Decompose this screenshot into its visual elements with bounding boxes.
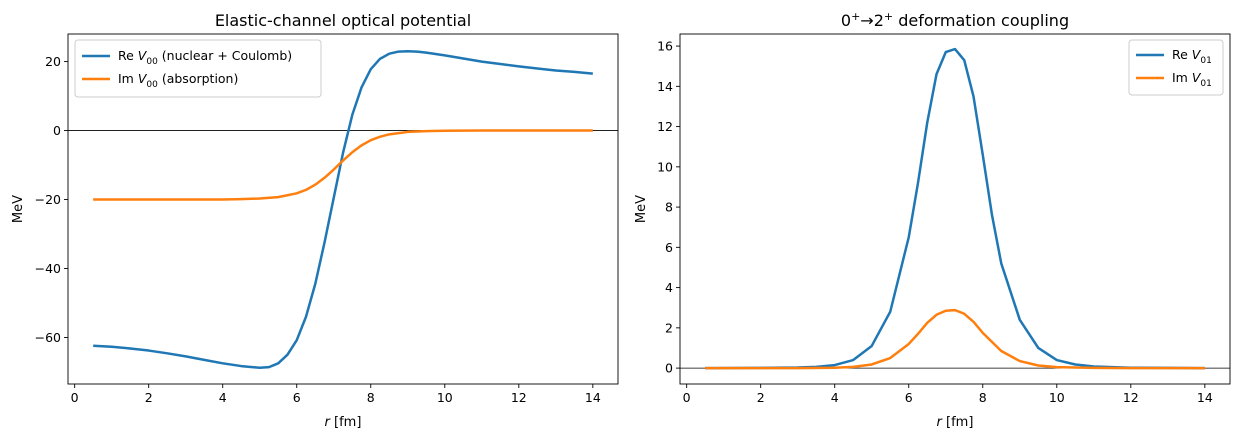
- left-legend-box: [74, 39, 322, 98]
- right-y-tick-label: 0: [665, 361, 673, 376]
- right-x-axis-label: r [fm]: [937, 415, 974, 430]
- left-x-tick-label: 12: [511, 390, 527, 405]
- right-x-tick-label: 14: [1197, 390, 1213, 405]
- left-chart-title: Elastic-channel optical potential: [215, 11, 471, 30]
- right-y-axis-label: MeV: [634, 195, 649, 223]
- right-y-tick-label: 10: [657, 159, 673, 174]
- left-series-line-1: [93, 129, 593, 201]
- right-series-line-1: [705, 308, 1205, 370]
- right-x-tick-label: 4: [831, 390, 839, 405]
- left-x-tick-label: 2: [145, 390, 153, 405]
- left-chart: Elastic-channel optical potential 0 2 4 6 8 1…: [11, 11, 619, 430]
- left-y-tick-label: −60: [35, 330, 61, 345]
- left-y-tick-label: 20: [45, 54, 61, 69]
- left-series-line-0: [93, 49, 593, 370]
- left-x-tick-label: 8: [367, 390, 375, 405]
- right-x-tick-label: 2: [757, 390, 765, 405]
- right-y-tick-label: 12: [657, 119, 673, 134]
- left-legend-label-re: Re V00 (nuclear + Coulomb): [118, 48, 292, 67]
- right-chart-title: 0+→2+ deformation coupling: [841, 10, 1069, 30]
- right-y-tick-label: 8: [665, 200, 673, 215]
- left-x-tick-label: 4: [219, 390, 227, 405]
- left-x-tick-label: 0: [71, 390, 79, 405]
- left-y-axis-label: MeV: [11, 195, 26, 223]
- left-y-tick-label: −40: [35, 261, 61, 276]
- left-x-tick-label: 6: [293, 390, 301, 405]
- right-x-tick-label: 8: [979, 390, 987, 405]
- left-y-tick-label: −20: [35, 192, 61, 207]
- left-x-tick-label: 10: [437, 390, 453, 405]
- right-chart: 0+→2+ deformation coupling 0 2 4 6 8 10 12 14 0 2…: [634, 10, 1231, 430]
- left-plot-frame: [67, 33, 619, 385]
- right-x-tick-label: 0: [683, 390, 691, 405]
- right-series-line-0: [705, 47, 1205, 370]
- right-y-tick-label: 16: [657, 39, 673, 54]
- left-legend: Re V00 (nuclear + Coulomb) Im V00 (absor…: [74, 39, 322, 98]
- right-y-tick-label: 14: [657, 79, 673, 94]
- right-plot-frame: [679, 33, 1231, 385]
- left-y-tick-label: 0: [53, 123, 61, 138]
- right-x-tick-label: 6: [905, 390, 913, 405]
- right-y-tick-label: 6: [665, 240, 673, 255]
- left-x-tick-label: 14: [585, 390, 601, 405]
- right-y-tick-label: 4: [665, 280, 673, 295]
- right-x-tick-label: 10: [1049, 390, 1065, 405]
- right-y-tick-label: 2: [665, 320, 673, 335]
- left-x-axis-label: r [fm]: [325, 415, 362, 430]
- right-legend: Re V01 Im V01: [1128, 39, 1224, 96]
- right-x-tick-label: 12: [1123, 390, 1139, 405]
